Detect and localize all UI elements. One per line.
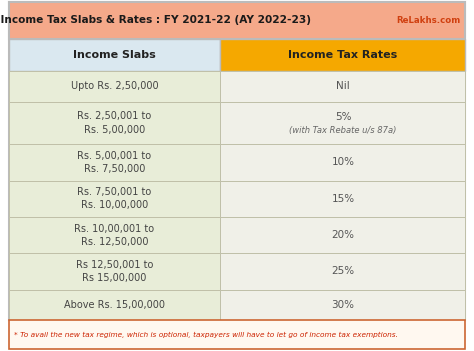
Bar [9,217,220,253]
Text: Upto Rs. 2,50,000: Upto Rs. 2,50,000 [71,81,158,91]
Bar [9,71,220,102]
Bar [220,102,465,144]
Text: 30%: 30% [331,300,355,310]
Bar [220,39,465,71]
Text: (with Tax Rebate u/s 87a): (with Tax Rebate u/s 87a) [289,126,397,135]
Bar [220,253,465,290]
Bar [9,290,220,320]
Bar [9,2,465,39]
Text: Rs. 2,50,001 to
Rs. 5,00,000: Rs. 2,50,001 to Rs. 5,00,000 [77,111,152,134]
Text: 25%: 25% [331,266,355,277]
Bar [9,39,220,71]
Text: Above Rs. 15,00,000: Above Rs. 15,00,000 [64,300,165,310]
Bar [9,320,465,349]
Text: Rs. 7,50,001 to
Rs. 10,00,000: Rs. 7,50,001 to Rs. 10,00,000 [77,187,152,210]
Text: New Income Tax Slabs & Rates : FY 2021-22 (AY 2022-23): New Income Tax Slabs & Rates : FY 2021-2… [0,15,310,25]
Bar [9,180,220,217]
Text: 20%: 20% [331,230,355,240]
Bar [9,144,220,180]
Bar [220,180,465,217]
Bar [220,144,465,180]
Bar [220,217,465,253]
Text: 5%: 5% [335,112,351,122]
Text: 10%: 10% [331,157,355,167]
Bar [220,71,465,102]
Text: ReLakhs.com: ReLakhs.com [396,16,461,25]
Text: Nil: Nil [336,81,350,91]
Text: * To avail the new tax regime, which is optional, taxpayers will have to let go : * To avail the new tax regime, which is … [14,332,398,338]
Text: Rs. 10,00,001 to
Rs. 12,50,000: Rs. 10,00,001 to Rs. 12,50,000 [74,224,155,247]
Text: 15%: 15% [331,194,355,204]
Bar [9,253,220,290]
Text: Income Tax Rates: Income Tax Rates [288,50,398,60]
Text: Rs 12,50,001 to
Rs 15,00,000: Rs 12,50,001 to Rs 15,00,000 [76,260,153,283]
Text: Rs. 5,00,001 to
Rs. 7,50,000: Rs. 5,00,001 to Rs. 7,50,000 [77,151,152,174]
Bar [9,102,220,144]
Bar [220,290,465,320]
Text: Income Slabs: Income Slabs [73,50,156,60]
